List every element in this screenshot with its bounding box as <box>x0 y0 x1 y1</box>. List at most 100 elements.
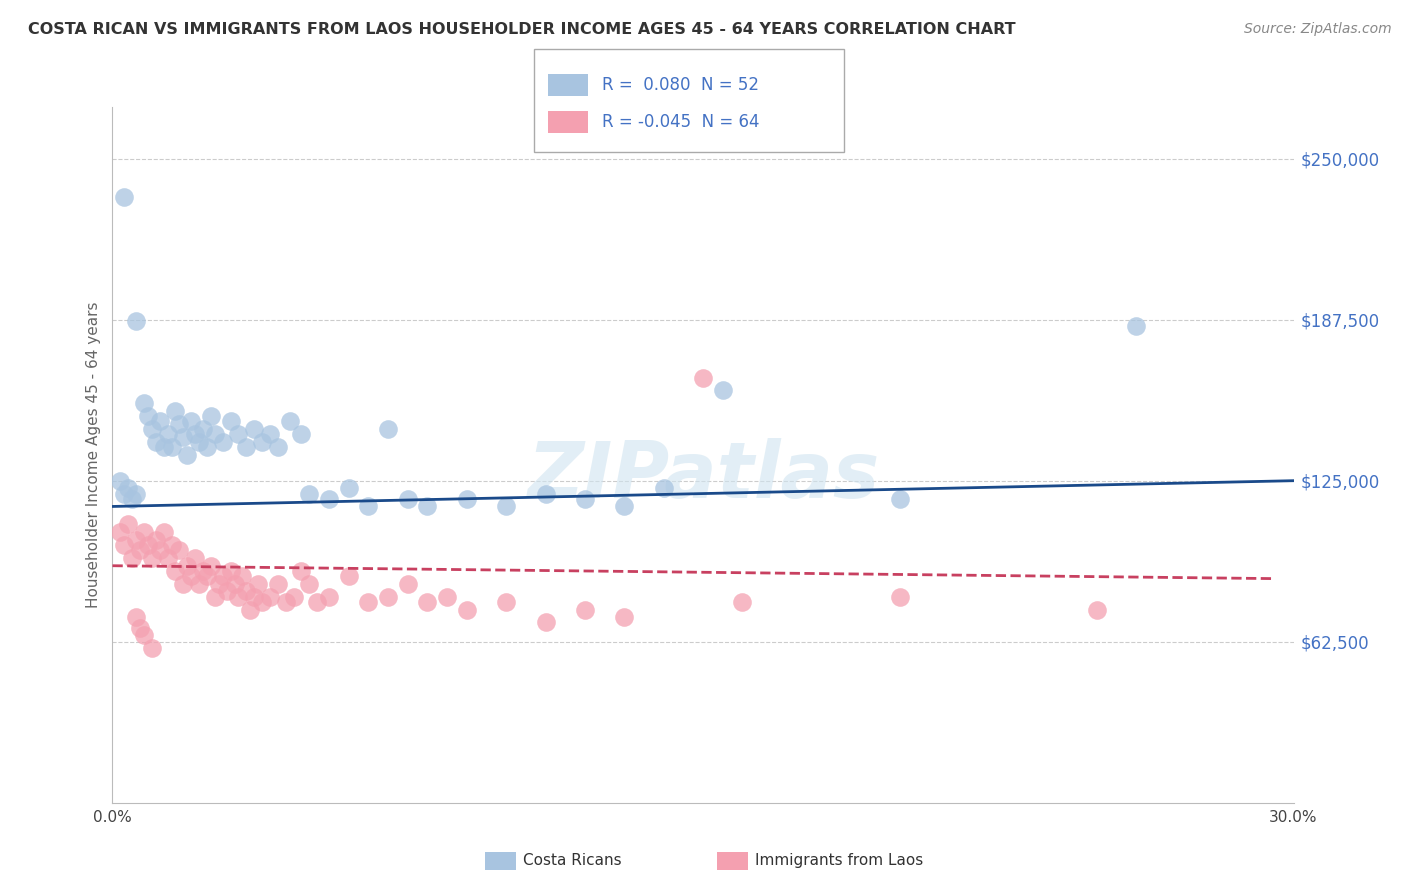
Point <box>228 427 250 442</box>
Point <box>191 422 214 436</box>
Point <box>208 576 231 591</box>
Point <box>231 569 253 583</box>
Point <box>495 595 517 609</box>
Point <box>243 590 266 604</box>
Point <box>188 576 211 591</box>
Y-axis label: Householder Income Ages 45 - 64 years: Householder Income Ages 45 - 64 years <box>86 301 101 608</box>
Point <box>172 430 194 444</box>
Point <box>224 576 246 591</box>
Point <box>357 595 380 609</box>
Point <box>235 440 257 454</box>
Text: ZIPatlas: ZIPatlas <box>527 438 879 514</box>
Point <box>290 564 312 578</box>
Text: R = -0.045  N = 64: R = -0.045 N = 64 <box>602 113 759 131</box>
Point <box>136 538 159 552</box>
Point <box>149 414 172 428</box>
Point <box>129 543 152 558</box>
Point <box>613 610 636 624</box>
Point <box>267 576 290 591</box>
Point <box>416 500 439 514</box>
Point <box>228 590 250 604</box>
Point <box>377 590 399 604</box>
Point <box>132 525 155 540</box>
Point <box>121 551 143 566</box>
Point <box>243 422 266 436</box>
Point <box>160 440 183 454</box>
Point <box>141 641 163 656</box>
Point <box>152 440 174 454</box>
Point <box>129 621 152 635</box>
Point <box>613 500 636 514</box>
Point <box>298 486 321 500</box>
Point <box>318 491 340 506</box>
Point <box>219 564 242 578</box>
Point <box>307 595 329 609</box>
Point <box>145 533 167 547</box>
Point <box>534 486 557 500</box>
Point <box>200 409 222 424</box>
Point <box>456 491 478 506</box>
Text: Source: ZipAtlas.com: Source: ZipAtlas.com <box>1244 22 1392 37</box>
Point <box>136 409 159 424</box>
Point <box>172 576 194 591</box>
Point <box>211 435 233 450</box>
Point <box>112 538 135 552</box>
Point <box>396 491 419 506</box>
Point <box>298 576 321 591</box>
Point <box>200 558 222 573</box>
Point <box>652 482 675 496</box>
Point <box>152 525 174 540</box>
Point <box>165 404 187 418</box>
Point <box>337 569 360 583</box>
Point <box>274 595 297 609</box>
Point <box>110 474 132 488</box>
Point <box>141 422 163 436</box>
Point <box>711 384 734 398</box>
Point <box>180 569 202 583</box>
Point <box>112 486 135 500</box>
Point <box>235 584 257 599</box>
Point <box>117 517 139 532</box>
Point <box>117 482 139 496</box>
Point <box>1085 602 1108 616</box>
Point <box>160 538 183 552</box>
Point <box>169 543 191 558</box>
Point <box>125 314 148 328</box>
Point <box>125 610 148 624</box>
Point <box>184 427 207 442</box>
Point <box>132 628 155 642</box>
Point <box>169 417 191 431</box>
Point <box>692 370 714 384</box>
Point <box>574 602 596 616</box>
Point <box>239 602 262 616</box>
Point <box>267 440 290 454</box>
Point <box>184 551 207 566</box>
Point <box>211 569 233 583</box>
Point <box>219 414 242 428</box>
Point <box>121 491 143 506</box>
Point <box>132 396 155 410</box>
Point <box>156 427 179 442</box>
Point <box>110 525 132 540</box>
Text: COSTA RICAN VS IMMIGRANTS FROM LAOS HOUSEHOLDER INCOME AGES 45 - 64 YEARS CORREL: COSTA RICAN VS IMMIGRANTS FROM LAOS HOUS… <box>28 22 1015 37</box>
Point <box>191 564 214 578</box>
Point <box>195 440 218 454</box>
Point <box>278 414 301 428</box>
Point <box>889 590 911 604</box>
Point <box>215 584 238 599</box>
Point <box>1125 319 1147 334</box>
Point <box>259 427 281 442</box>
Point <box>318 590 340 604</box>
Point <box>889 491 911 506</box>
Point <box>156 551 179 566</box>
Point <box>180 414 202 428</box>
Point <box>456 602 478 616</box>
Point <box>574 491 596 506</box>
Point <box>176 448 198 462</box>
Point <box>731 595 754 609</box>
Point <box>396 576 419 591</box>
Point <box>337 482 360 496</box>
Point <box>377 422 399 436</box>
Point <box>534 615 557 630</box>
Point <box>112 190 135 204</box>
